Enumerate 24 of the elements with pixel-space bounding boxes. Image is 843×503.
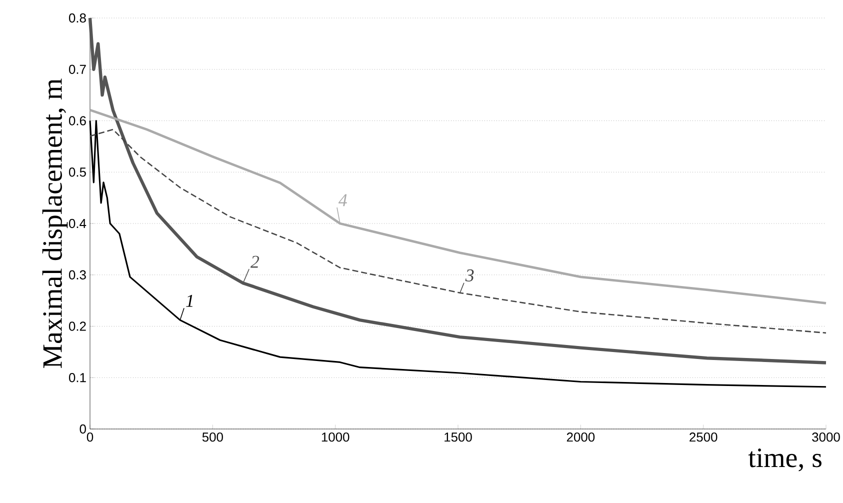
x-tick-label: 2500 bbox=[690, 432, 718, 442]
y-tick-label: 0.8 bbox=[68, 13, 86, 23]
y-tick-label: 0.3 bbox=[68, 270, 86, 280]
x-tick-label: 3000 bbox=[812, 432, 840, 442]
y-tick-label: 0.4 bbox=[68, 218, 86, 228]
series-label: 4 bbox=[338, 194, 347, 206]
series-label: 2 bbox=[250, 256, 260, 268]
legend-label: 3 bbox=[465, 269, 474, 282]
line-series bbox=[88, 16, 828, 364]
x-tick-label: 500 bbox=[202, 432, 223, 442]
y-tick-label: 0 bbox=[80, 424, 86, 434]
x-tick-label: 0 bbox=[86, 432, 94, 442]
y-tick-label: 0.6 bbox=[68, 116, 86, 126]
x-axis-title: time, s bbox=[748, 448, 822, 472]
y-tick-label: 0.7 bbox=[68, 64, 86, 74]
x-tick-label: 1500 bbox=[444, 432, 472, 442]
y-tick-label: 0.5 bbox=[68, 168, 86, 177]
x-tick-label: 1000 bbox=[322, 432, 350, 442]
series-label: 1 bbox=[186, 294, 192, 307]
y-axis-title: Maximal displacement, m bbox=[42, 78, 68, 368]
x-tick-label: 2000 bbox=[566, 432, 595, 442]
y-tick-label: 0.2 bbox=[68, 322, 86, 331]
line-series bbox=[89, 128, 827, 334]
y-tick-label: 0.1 bbox=[68, 373, 86, 382]
